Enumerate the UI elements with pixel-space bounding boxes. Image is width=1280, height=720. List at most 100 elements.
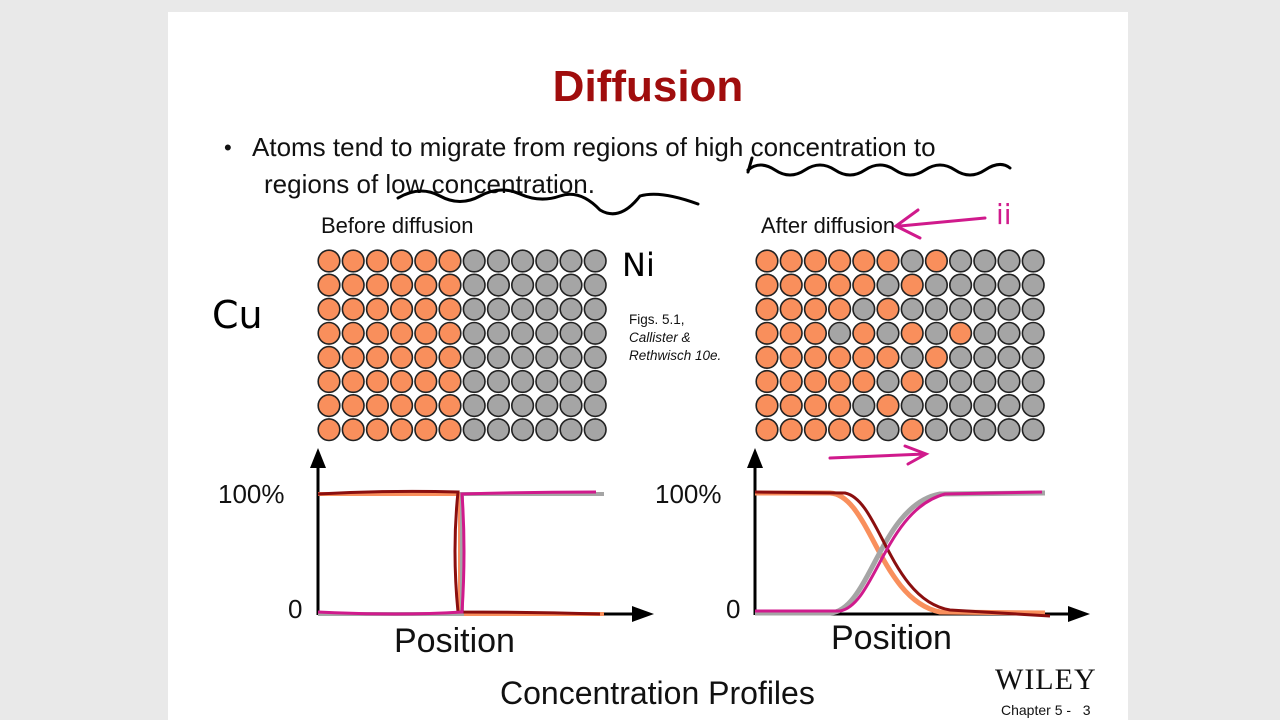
cu-atom [803,297,828,321]
cu-atom [779,297,803,321]
ni-atom [583,345,607,370]
cu-atom [803,321,828,345]
ni-atom [900,297,924,321]
cu-atom [827,394,852,418]
cu-atom [779,394,803,418]
cu-atom [438,345,462,370]
pen-stroke [746,156,754,174]
arrow-right-icon [828,444,930,466]
ni-atom [486,369,511,394]
ni-atom [900,249,924,273]
ni-atom [997,321,1021,345]
ni-atom [924,297,949,321]
ni-atom [486,418,511,442]
pen-ni-trace [755,490,1043,613]
after-diffusion-label: After diffusion [761,213,896,238]
ni-atom [852,297,876,321]
cu-atom [779,249,803,273]
bullet-line-1: Atoms tend to migrate from regions of hi… [252,132,936,162]
cu-atom [390,249,414,273]
ni-atom [973,321,997,345]
ni-atom [948,249,973,273]
cu-atom [317,418,341,442]
atom-grid-before [317,249,607,442]
cu-atom [414,345,438,370]
ni-atom [535,394,559,418]
cu-atom [900,321,924,345]
cu-atom [438,369,462,394]
underline-squiggle [396,188,700,216]
ni-atom [997,249,1021,273]
ni-atom [997,418,1021,442]
cu-atom [414,273,438,297]
cu-atom [341,345,365,370]
cu-atom [414,321,438,345]
ni-atom [462,249,486,273]
cu-atom [414,297,438,321]
ni-atom [462,369,486,394]
cu-atom [390,297,414,321]
cu-atom [341,297,365,321]
ni-atom [973,345,997,370]
cu-atom [390,418,414,442]
ni-atom [924,369,949,394]
cu-atom [852,418,876,442]
ni-atom [510,394,535,418]
ni-atom [827,321,852,345]
cu-atom [803,394,828,418]
ni-atom [1021,273,1045,297]
ni-atom [486,273,511,297]
ni-profile [755,490,1046,616]
ni-atom [876,273,900,297]
cu-atom [390,369,414,394]
cu-atom [755,321,779,345]
cu-atom [317,369,341,394]
cu-atom [341,369,365,394]
cu-atom [779,321,803,345]
cu-atom [414,418,438,442]
cu-atom [852,369,876,394]
ni-atom [559,297,583,321]
ni-atom [997,297,1021,321]
cu-atom [827,273,852,297]
ni-atom [948,345,973,370]
ni-atom [486,345,511,370]
ni-atom [535,249,559,273]
ni-atom [486,321,511,345]
ni-atom [973,418,997,442]
cu-atom [827,345,852,370]
cu-atom [390,273,414,297]
pen-cu-trace [754,490,1051,618]
ni-atom [924,321,949,345]
ni-atom [559,321,583,345]
cu-atom [852,273,876,297]
cu-atom [827,418,852,442]
cu-atom [779,369,803,394]
underline-squiggle [746,163,1012,177]
cu-atom [317,345,341,370]
ni-atom [997,394,1021,418]
ni-atom [583,273,607,297]
ni-atom [462,418,486,442]
ni-atom [1021,297,1045,321]
cu-atom [900,369,924,394]
ni-atom [583,297,607,321]
cu-atom [779,345,803,370]
ni-atom [948,394,973,418]
cu-atom [414,249,438,273]
cu-atom [924,345,949,370]
cu-atom [779,273,803,297]
bullet-icon: • [224,135,232,160]
cu-atom [827,249,852,273]
handwritten-mark: ii [996,198,1012,231]
cu-atom [317,273,341,297]
cu-atom [438,273,462,297]
cu-atom [755,394,779,418]
cu-atom [365,321,390,345]
pen-ni-trace [317,490,597,616]
cu-atom [317,321,341,345]
ni-atom [510,369,535,394]
ni-atom [510,321,535,345]
ni-atom [973,273,997,297]
ni-atom [559,418,583,442]
